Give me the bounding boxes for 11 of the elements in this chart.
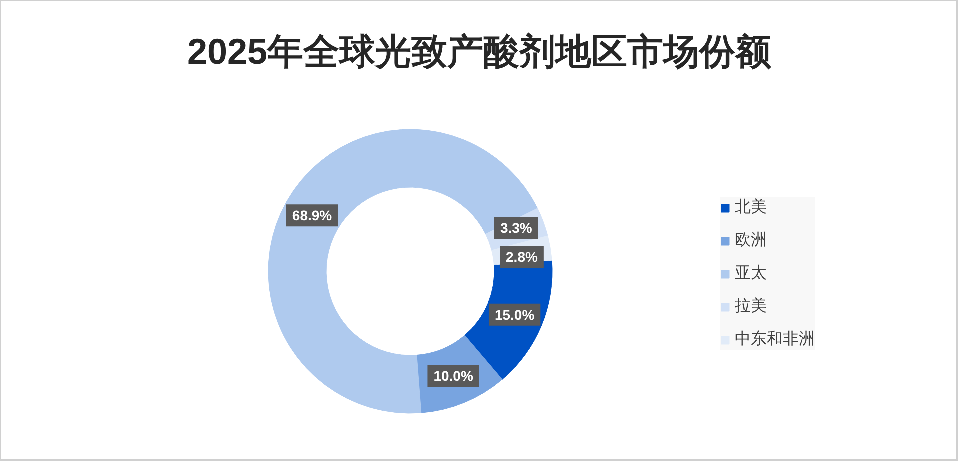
data-label: 15.0% (494, 306, 536, 323)
data-label: 68.9% (292, 208, 333, 224)
data-label: 3.3% (500, 220, 533, 236)
chart-title: 2025年全球光致产酸剂地区市场份额 (187, 31, 772, 72)
legend-label: 亚太 (735, 264, 767, 284)
legend-label: 欧洲 (735, 230, 767, 251)
data-label: 2.8% (506, 249, 538, 266)
data-label: 10.0% (434, 368, 474, 384)
legend-label: 中东和非洲 (735, 330, 815, 350)
legend-label: 拉美 (735, 296, 767, 317)
legend-label: 北美 (735, 198, 767, 218)
